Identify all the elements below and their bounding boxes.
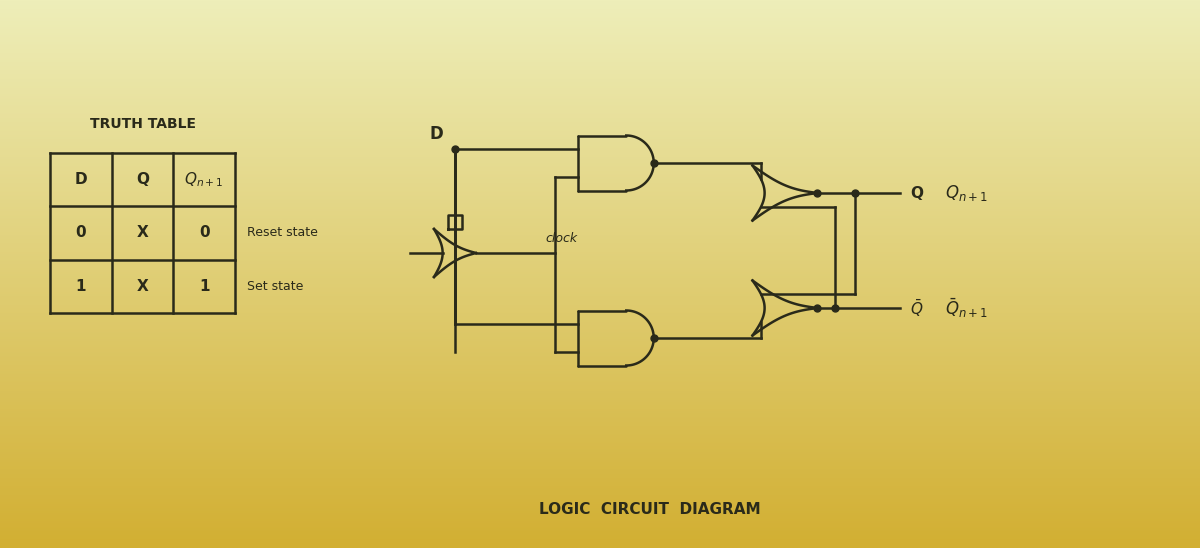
Text: 0: 0 bbox=[76, 225, 86, 241]
Text: 0: 0 bbox=[199, 225, 210, 241]
Text: 1: 1 bbox=[199, 279, 210, 294]
Text: $\bar{Q}_{n+1}$: $\bar{Q}_{n+1}$ bbox=[946, 296, 989, 319]
Text: Set state: Set state bbox=[247, 280, 304, 293]
Text: Q: Q bbox=[136, 172, 149, 187]
Text: $\bar{Q}$: $\bar{Q}$ bbox=[910, 298, 923, 318]
Text: $Q_{n+1}$: $Q_{n+1}$ bbox=[185, 170, 224, 189]
Text: D: D bbox=[74, 172, 88, 187]
Text: TRUTH TABLE: TRUTH TABLE bbox=[90, 117, 196, 131]
Text: X: X bbox=[137, 279, 149, 294]
Text: Q: Q bbox=[910, 186, 923, 201]
Text: $Q_{n+1}$: $Q_{n+1}$ bbox=[946, 183, 988, 203]
Text: clock: clock bbox=[545, 232, 577, 245]
Text: 1: 1 bbox=[76, 279, 86, 294]
Text: D: D bbox=[430, 125, 443, 143]
Text: X: X bbox=[137, 225, 149, 241]
Text: Reset state: Reset state bbox=[247, 226, 318, 239]
Text: LOGIC  CIRCUIT  DIAGRAM: LOGIC CIRCUIT DIAGRAM bbox=[539, 503, 761, 517]
